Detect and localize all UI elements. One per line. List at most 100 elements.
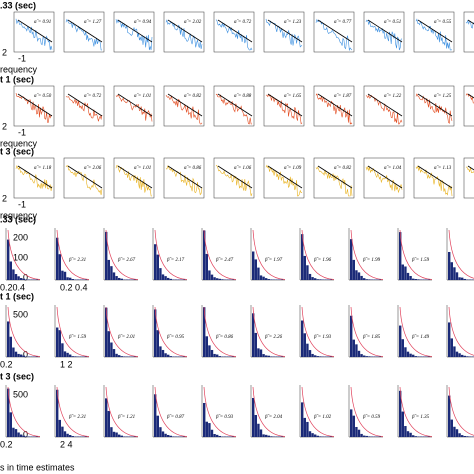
hist-bar — [58, 254, 61, 280]
panel-frame — [413, 11, 455, 53]
beta-annotation: β̂ = 2.31 — [68, 258, 86, 263]
hist-bar — [133, 436, 136, 437]
hist-bar — [357, 429, 361, 437]
hist-bar — [412, 278, 415, 280]
hist-bar — [69, 435, 72, 437]
fit-curve — [203, 386, 237, 437]
hist-bar — [105, 307, 108, 357]
hist-bar — [216, 278, 219, 280]
fit-line — [17, 93, 53, 117]
row-label: t 1 (sec) — [0, 291, 34, 301]
spectrum — [415, 165, 453, 197]
alpha-annotation: α̂ = 0.91 — [34, 20, 51, 25]
hist-bar — [180, 279, 183, 280]
hist-bar — [161, 349, 165, 357]
row-label: t 3 (sec) — [0, 371, 34, 381]
hist-bar — [272, 356, 276, 357]
x-label: requency — [0, 138, 38, 148]
hist-bar — [12, 347, 15, 357]
hist-bar — [453, 426, 456, 437]
hist-bar — [419, 436, 423, 437]
hist-bar — [231, 436, 234, 437]
hist-bar — [280, 356, 283, 357]
hist-bar — [370, 436, 374, 437]
row-label: .33 (sec) — [0, 0, 36, 10]
hist-bar — [458, 433, 461, 437]
hist-bar — [164, 353, 167, 357]
alpha-annotation: α̂ = 0.77 — [334, 20, 352, 25]
hist-bar — [357, 272, 361, 280]
fit-line — [267, 165, 303, 189]
fit-line — [417, 93, 453, 117]
hist-bar — [417, 436, 420, 437]
hist-bar — [455, 351, 459, 357]
hist-bar — [311, 433, 314, 437]
hist-bar — [82, 356, 85, 357]
hist-bar — [223, 279, 227, 280]
y-tick: 0 — [23, 349, 28, 359]
hist-bar — [280, 436, 283, 437]
hist-bar — [20, 278, 23, 280]
hist-bar — [373, 279, 376, 280]
hist-bar — [105, 231, 108, 280]
hist-bar — [63, 271, 67, 280]
hist-bar — [363, 355, 366, 357]
hist-bar — [455, 272, 459, 280]
hist-bar — [167, 434, 170, 437]
hist-bar — [156, 254, 159, 280]
hist-bar — [254, 415, 257, 437]
hist-bar — [321, 356, 325, 357]
hist-bar — [79, 356, 82, 357]
hist-bar — [252, 397, 255, 437]
hist-bar — [466, 356, 469, 357]
hist-bar — [401, 339, 404, 357]
hist-bar — [56, 237, 59, 280]
hist-bar — [107, 259, 110, 280]
alpha-annotation: α̂ = 0.82 — [334, 166, 352, 171]
beta-annotation: β̂ = 2.17 — [166, 258, 185, 263]
x-tick: -1 — [18, 53, 26, 63]
hist-bar — [120, 278, 123, 280]
hist-bar — [401, 264, 404, 280]
row-label: .33 (sec) — [0, 214, 36, 224]
hist-bar — [174, 436, 178, 437]
hist-bar — [182, 279, 185, 280]
hist-bar — [159, 346, 162, 357]
beta-annotation: β̂ = 1.97 — [264, 258, 283, 263]
row-label: t 1 (sec) — [0, 74, 34, 84]
hist-bar — [324, 356, 327, 357]
hist-bar — [221, 436, 224, 437]
beta-annotation: β̂ = 1.59 — [411, 258, 430, 263]
fit-curve — [301, 386, 335, 437]
hist-bar — [9, 261, 12, 280]
hist-bar — [84, 279, 87, 280]
hist-bar — [463, 355, 466, 357]
hist-bar — [125, 436, 129, 437]
hist-bar — [169, 278, 172, 280]
hist-bar — [128, 356, 131, 357]
hist-bar — [399, 232, 402, 280]
fit-curve — [399, 386, 433, 437]
hist-bar — [208, 345, 211, 357]
hist-bar — [12, 269, 15, 280]
hist-bar — [71, 279, 74, 280]
hist-bar — [107, 410, 110, 437]
alpha-annotation: α̂ = 1.18 — [34, 166, 52, 171]
fit-curve — [301, 306, 335, 357]
hist-bar — [69, 354, 72, 357]
hist-bar — [262, 276, 265, 280]
hist-bar — [270, 279, 273, 280]
alpha-annotation: α̂ = 0.50 — [34, 94, 52, 99]
x-ticks: 1 2 — [60, 359, 73, 369]
panel-frame — [63, 157, 105, 199]
hist-bar — [167, 277, 170, 280]
alpha-annotation: α̂ = 1.25 — [434, 94, 452, 99]
alpha-annotation: α̂ = 0.94 — [134, 20, 152, 25]
hist-bar — [316, 435, 319, 437]
hist-bar — [164, 433, 167, 437]
alpha-annotation: α̂ = 2.02 — [184, 20, 202, 25]
fit-line — [367, 19, 403, 43]
panel-frame — [113, 157, 155, 199]
hist-bar — [110, 266, 113, 280]
alpha-annotation: α̂ = 1.65 — [284, 94, 302, 99]
